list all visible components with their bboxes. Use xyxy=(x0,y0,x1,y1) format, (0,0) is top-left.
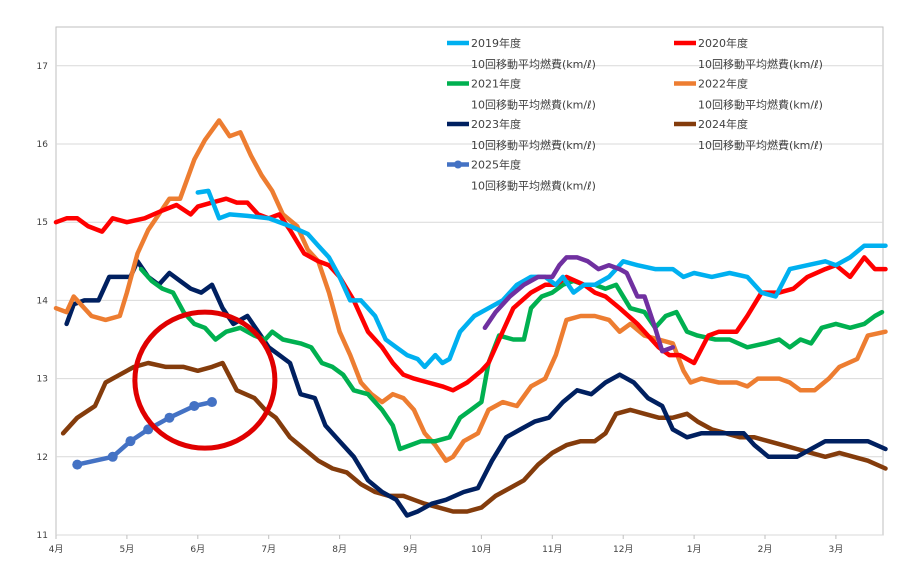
y-tick-label: 16 xyxy=(37,140,49,150)
x-tick-label: 10月 xyxy=(471,544,491,555)
legend-entry: 2023年度 10回移動平均燃費(km/ℓ) xyxy=(447,117,596,152)
plot-area xyxy=(55,26,884,536)
legend-entry: 2021年度 10回移動平均燃費(km/ℓ) xyxy=(447,77,596,112)
x-tick-label: 9月 xyxy=(403,544,418,555)
legend-label-unit: 10回移動平均燃費(km/ℓ) xyxy=(471,98,596,112)
data-point xyxy=(164,412,175,423)
data-point xyxy=(72,459,83,470)
x-tick-label: 3月 xyxy=(829,544,844,555)
legend-entry: 2020年度 10回移動平均燃費(km/ℓ) xyxy=(674,36,823,71)
legend: 2019年度 10回移動平均燃費(km/ℓ) 2020年度 10回移動平均燃費(km/… xyxy=(447,36,823,193)
series-line xyxy=(482,255,676,354)
y-tick-label: 17 xyxy=(37,62,48,72)
series-line xyxy=(60,360,888,514)
x-tick-label: 4月 xyxy=(49,544,64,555)
y-tick-label: 13 xyxy=(37,375,48,385)
gridlines xyxy=(56,65,883,536)
legend-label: 2021年度 xyxy=(471,77,521,91)
legend-label-unit: 10回移動平均燃費(km/ℓ) xyxy=(471,57,596,71)
series-unlabeled xyxy=(482,255,676,354)
legend-label: 2024年度 xyxy=(698,117,748,131)
series-line xyxy=(53,196,888,393)
legend-label-unit: 10回移動平均燃費(km/ℓ) xyxy=(698,57,823,71)
y-axis: 11 12 13 14 15 16 17 xyxy=(37,62,49,541)
highlight-circle xyxy=(132,309,278,451)
legend-label: 2022年度 xyxy=(698,77,748,91)
x-tick-label: 2月 xyxy=(758,544,773,555)
x-tick-label: 12月 xyxy=(613,544,633,555)
series-2020年度 xyxy=(53,196,888,393)
y-tick-label: 14 xyxy=(37,296,49,306)
series-line xyxy=(64,259,888,518)
legend-label: 2019年度 xyxy=(471,36,521,50)
x-tick-label: 7月 xyxy=(261,544,276,555)
x-tick-label: 11月 xyxy=(542,544,562,555)
y-tick-label: 11 xyxy=(37,531,48,541)
legend-marker xyxy=(454,160,462,169)
data-point xyxy=(206,397,217,408)
legend-label-unit: 10回移動平均燃費(km/ℓ) xyxy=(698,138,823,152)
x-axis: 4月 5月 6月 7月 8月 9月 10月 11月 12月 1月 2月 3月 xyxy=(49,535,844,555)
legend-label: 2023年度 xyxy=(471,117,521,131)
data-point xyxy=(189,400,200,411)
data-point xyxy=(107,451,118,462)
legend-label-unit: 10回移動平均燃費(km/ℓ) xyxy=(698,98,823,112)
legend-entry: 2025年度 10回移動平均燃費(km/ℓ) xyxy=(447,158,596,193)
y-tick-label: 12 xyxy=(37,453,48,463)
x-tick-label: 5月 xyxy=(120,544,135,555)
legend-entry: 2024年度 10回移動平均燃費(km/ℓ) xyxy=(674,117,823,152)
series-2019年度 xyxy=(195,188,888,370)
legend-label-unit: 10回移動平均燃費(km/ℓ) xyxy=(471,179,596,193)
x-tick-label: 8月 xyxy=(332,544,347,555)
legend-label: 2025年度 xyxy=(471,158,521,172)
legend-entry: 2022年度 10回移動平均燃費(km/ℓ) xyxy=(674,77,823,112)
x-tick-label: 6月 xyxy=(190,544,205,555)
y-tick-label: 15 xyxy=(37,218,48,228)
highlight-layer xyxy=(132,309,278,451)
legend-label-unit: 10回移動平均燃費(km/ℓ) xyxy=(471,138,596,152)
legend-entry: 2019年度 10回移動平均燃費(km/ℓ) xyxy=(447,36,596,71)
series-line xyxy=(195,188,888,370)
series-2024年度 xyxy=(60,360,888,514)
data-point xyxy=(125,436,136,447)
series-2023年度 xyxy=(64,259,888,518)
legend-label: 2020年度 xyxy=(698,36,748,50)
x-tick-label: 1月 xyxy=(687,544,702,555)
